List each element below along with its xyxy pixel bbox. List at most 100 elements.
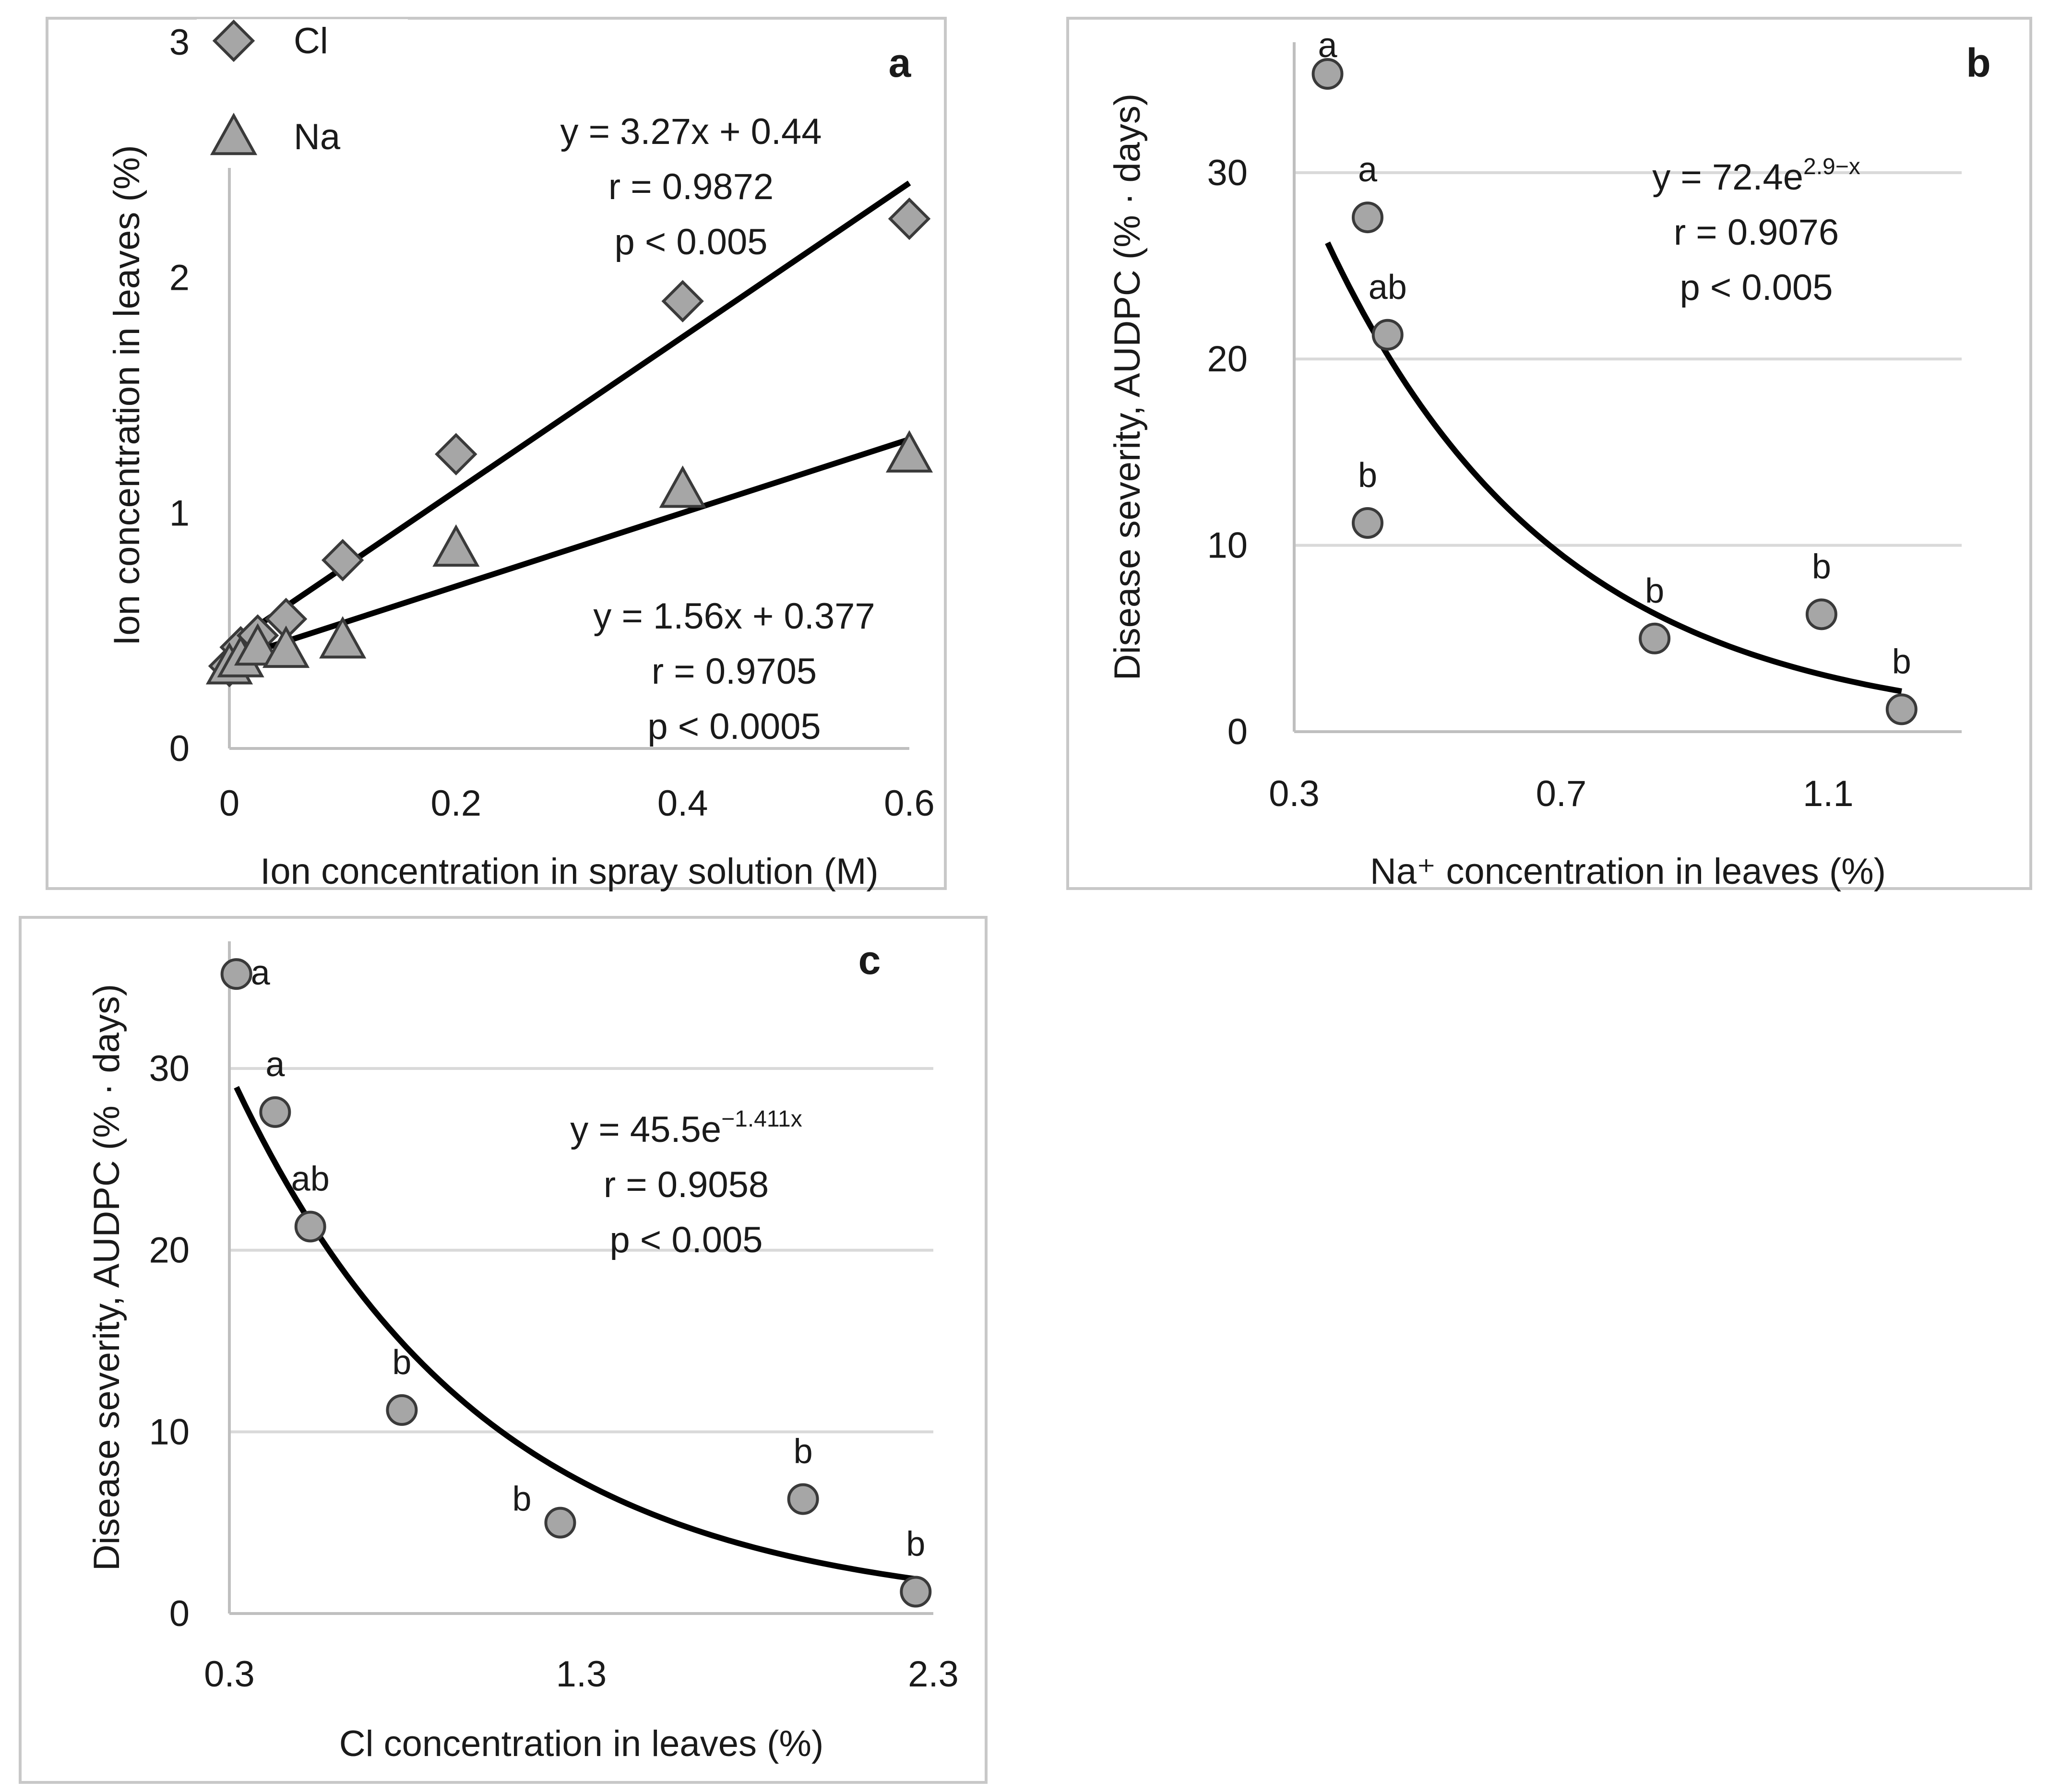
data-point (262, 625, 310, 668)
data-point (432, 524, 480, 567)
y-tick-label: 30 (149, 1048, 190, 1089)
y-tick-label: 10 (1207, 525, 1248, 566)
point-significance-label: ab (291, 1160, 330, 1198)
panel-frame (1066, 17, 2032, 890)
y-tick-label: 30 (1207, 153, 1248, 193)
data-point (885, 430, 933, 473)
panel-b: 0.3 0.7 1.1 0 10 20 30 Na⁺ concentration in lea… (1066, 17, 2032, 892)
point-significance-label: b (512, 1480, 531, 1519)
equation-exponent: −1.411x (721, 1106, 802, 1132)
point-significance-label: b (794, 1432, 813, 1471)
point-significance-label: a (251, 954, 271, 992)
equation-na-line-1: r = 0.9705 (652, 651, 817, 692)
point-significance-label: b (1812, 547, 1831, 586)
panel-letter: c (858, 938, 881, 983)
x-tick-label: 1.3 (556, 1654, 607, 1695)
data-point (659, 465, 706, 508)
data-point (259, 1096, 291, 1128)
equation-text: y = 45.5e−1.411x (570, 1106, 802, 1150)
x-tick-label: 0.3 (204, 1654, 255, 1695)
data-point (1352, 202, 1384, 234)
y-tick-label: 3 (169, 22, 190, 63)
point-significance-label: a (1318, 26, 1338, 65)
equation-r-value: r = 0.9058 (604, 1164, 769, 1205)
equation-cl-line-2: p < 0.005 (614, 222, 767, 262)
legend-label-na: Na (294, 117, 341, 157)
y-tick-label: 20 (1207, 339, 1248, 380)
data-point (1885, 693, 1918, 725)
y-axis-title: Ion concentration in leaves (%) (107, 145, 147, 645)
equation-cl-line-0: y = 3.27x + 0.44 (560, 111, 822, 152)
equation-cl-line-1: r = 0.9872 (608, 166, 774, 207)
equation-r-value: r = 0.9076 (1674, 212, 1839, 253)
data-point (1352, 507, 1384, 539)
legend-marker-na (210, 112, 258, 155)
panel-frame (19, 916, 988, 1784)
legend-label-cl: Cl (294, 21, 328, 61)
y-axis-title: Disease severity, AUDPC (% · days) (1107, 94, 1148, 680)
series-points: a a ab b b b b (1311, 26, 1918, 725)
x-tick-label: 0.2 (431, 783, 482, 824)
x-tick-label: 0 (219, 783, 239, 824)
legend-marker-cl (212, 19, 255, 62)
x-axis-title: Na⁺ concentration in leaves (%) (1370, 851, 1886, 892)
trendline-exponential (234, 1086, 917, 1582)
series-na (205, 430, 933, 685)
data-point (661, 280, 704, 322)
data-point (234, 623, 282, 666)
x-tick-label: 2.3 (908, 1654, 959, 1695)
data-point (386, 1394, 418, 1426)
equation-na-line-2: p < 0.0005 (647, 706, 821, 747)
point-significance-label: b (1358, 456, 1377, 495)
y-tick-label: 0 (169, 728, 190, 769)
data-point (435, 433, 477, 475)
y-axis-title: Disease severity, AUDPC (% · days) (86, 984, 127, 1571)
equation-base: y = 72.4e (1652, 157, 1803, 198)
x-axis-title: Ion concentration in spray solution (M) (260, 851, 878, 892)
equation-exponent: 2.9−x (1803, 154, 1860, 179)
y-tick-label: 10 (149, 1412, 190, 1452)
data-point (900, 1576, 932, 1608)
data-point (1311, 58, 1344, 90)
data-point (1805, 598, 1837, 630)
trendline-exponential (1325, 241, 1902, 694)
y-tick-label: 1 (169, 493, 190, 534)
data-point (294, 1210, 326, 1243)
data-point (787, 1483, 819, 1515)
equation-p-value: p < 0.005 (609, 1220, 762, 1260)
panel-letter: a (889, 40, 912, 85)
point-significance-label: a (265, 1045, 285, 1084)
equation-p-value: p < 0.005 (1680, 267, 1833, 308)
data-point (544, 1507, 576, 1539)
y-tick-label: 20 (149, 1230, 190, 1271)
data-point (321, 539, 364, 582)
x-tick-label: 0.7 (1536, 773, 1587, 814)
panel-letter: b (1966, 40, 1990, 85)
panel-a: 0 0.2 0.4 0.6 0 1 2 3 Ion concentration in spray… (46, 17, 947, 892)
data-point (1371, 319, 1404, 351)
equation-base: y = 45.5e (570, 1109, 721, 1150)
data-point (888, 197, 931, 240)
point-significance-label: b (392, 1343, 411, 1382)
legend: Cl Na (197, 19, 408, 168)
x-axis-title: Cl concentration in leaves (%) (339, 1723, 824, 1764)
point-significance-label: b (1645, 572, 1664, 610)
point-significance-label: a (1358, 151, 1378, 189)
data-point (319, 616, 367, 659)
data-point (220, 958, 252, 990)
y-tick-label: 2 (169, 258, 190, 298)
point-significance-label: b (1892, 642, 1911, 681)
x-tick-label: 0.4 (657, 783, 708, 824)
x-tick-label: 0.6 (884, 783, 935, 824)
panel-c: 0.3 1.3 2.3 0 10 20 30 Cl concentration in leav… (19, 916, 988, 1784)
equation-text: y = 72.4e2.9−x (1652, 154, 1860, 198)
y-tick-label: 0 (1227, 712, 1248, 752)
series-points: a a ab b b b b (220, 954, 932, 1608)
y-tick-label: 0 (169, 1593, 190, 1634)
data-point (1639, 622, 1671, 654)
point-significance-label: ab (1369, 268, 1407, 307)
point-significance-label: b (906, 1525, 925, 1564)
equation-na-line-0: y = 1.56x + 0.377 (593, 596, 875, 637)
x-tick-label: 0.3 (1269, 773, 1320, 814)
